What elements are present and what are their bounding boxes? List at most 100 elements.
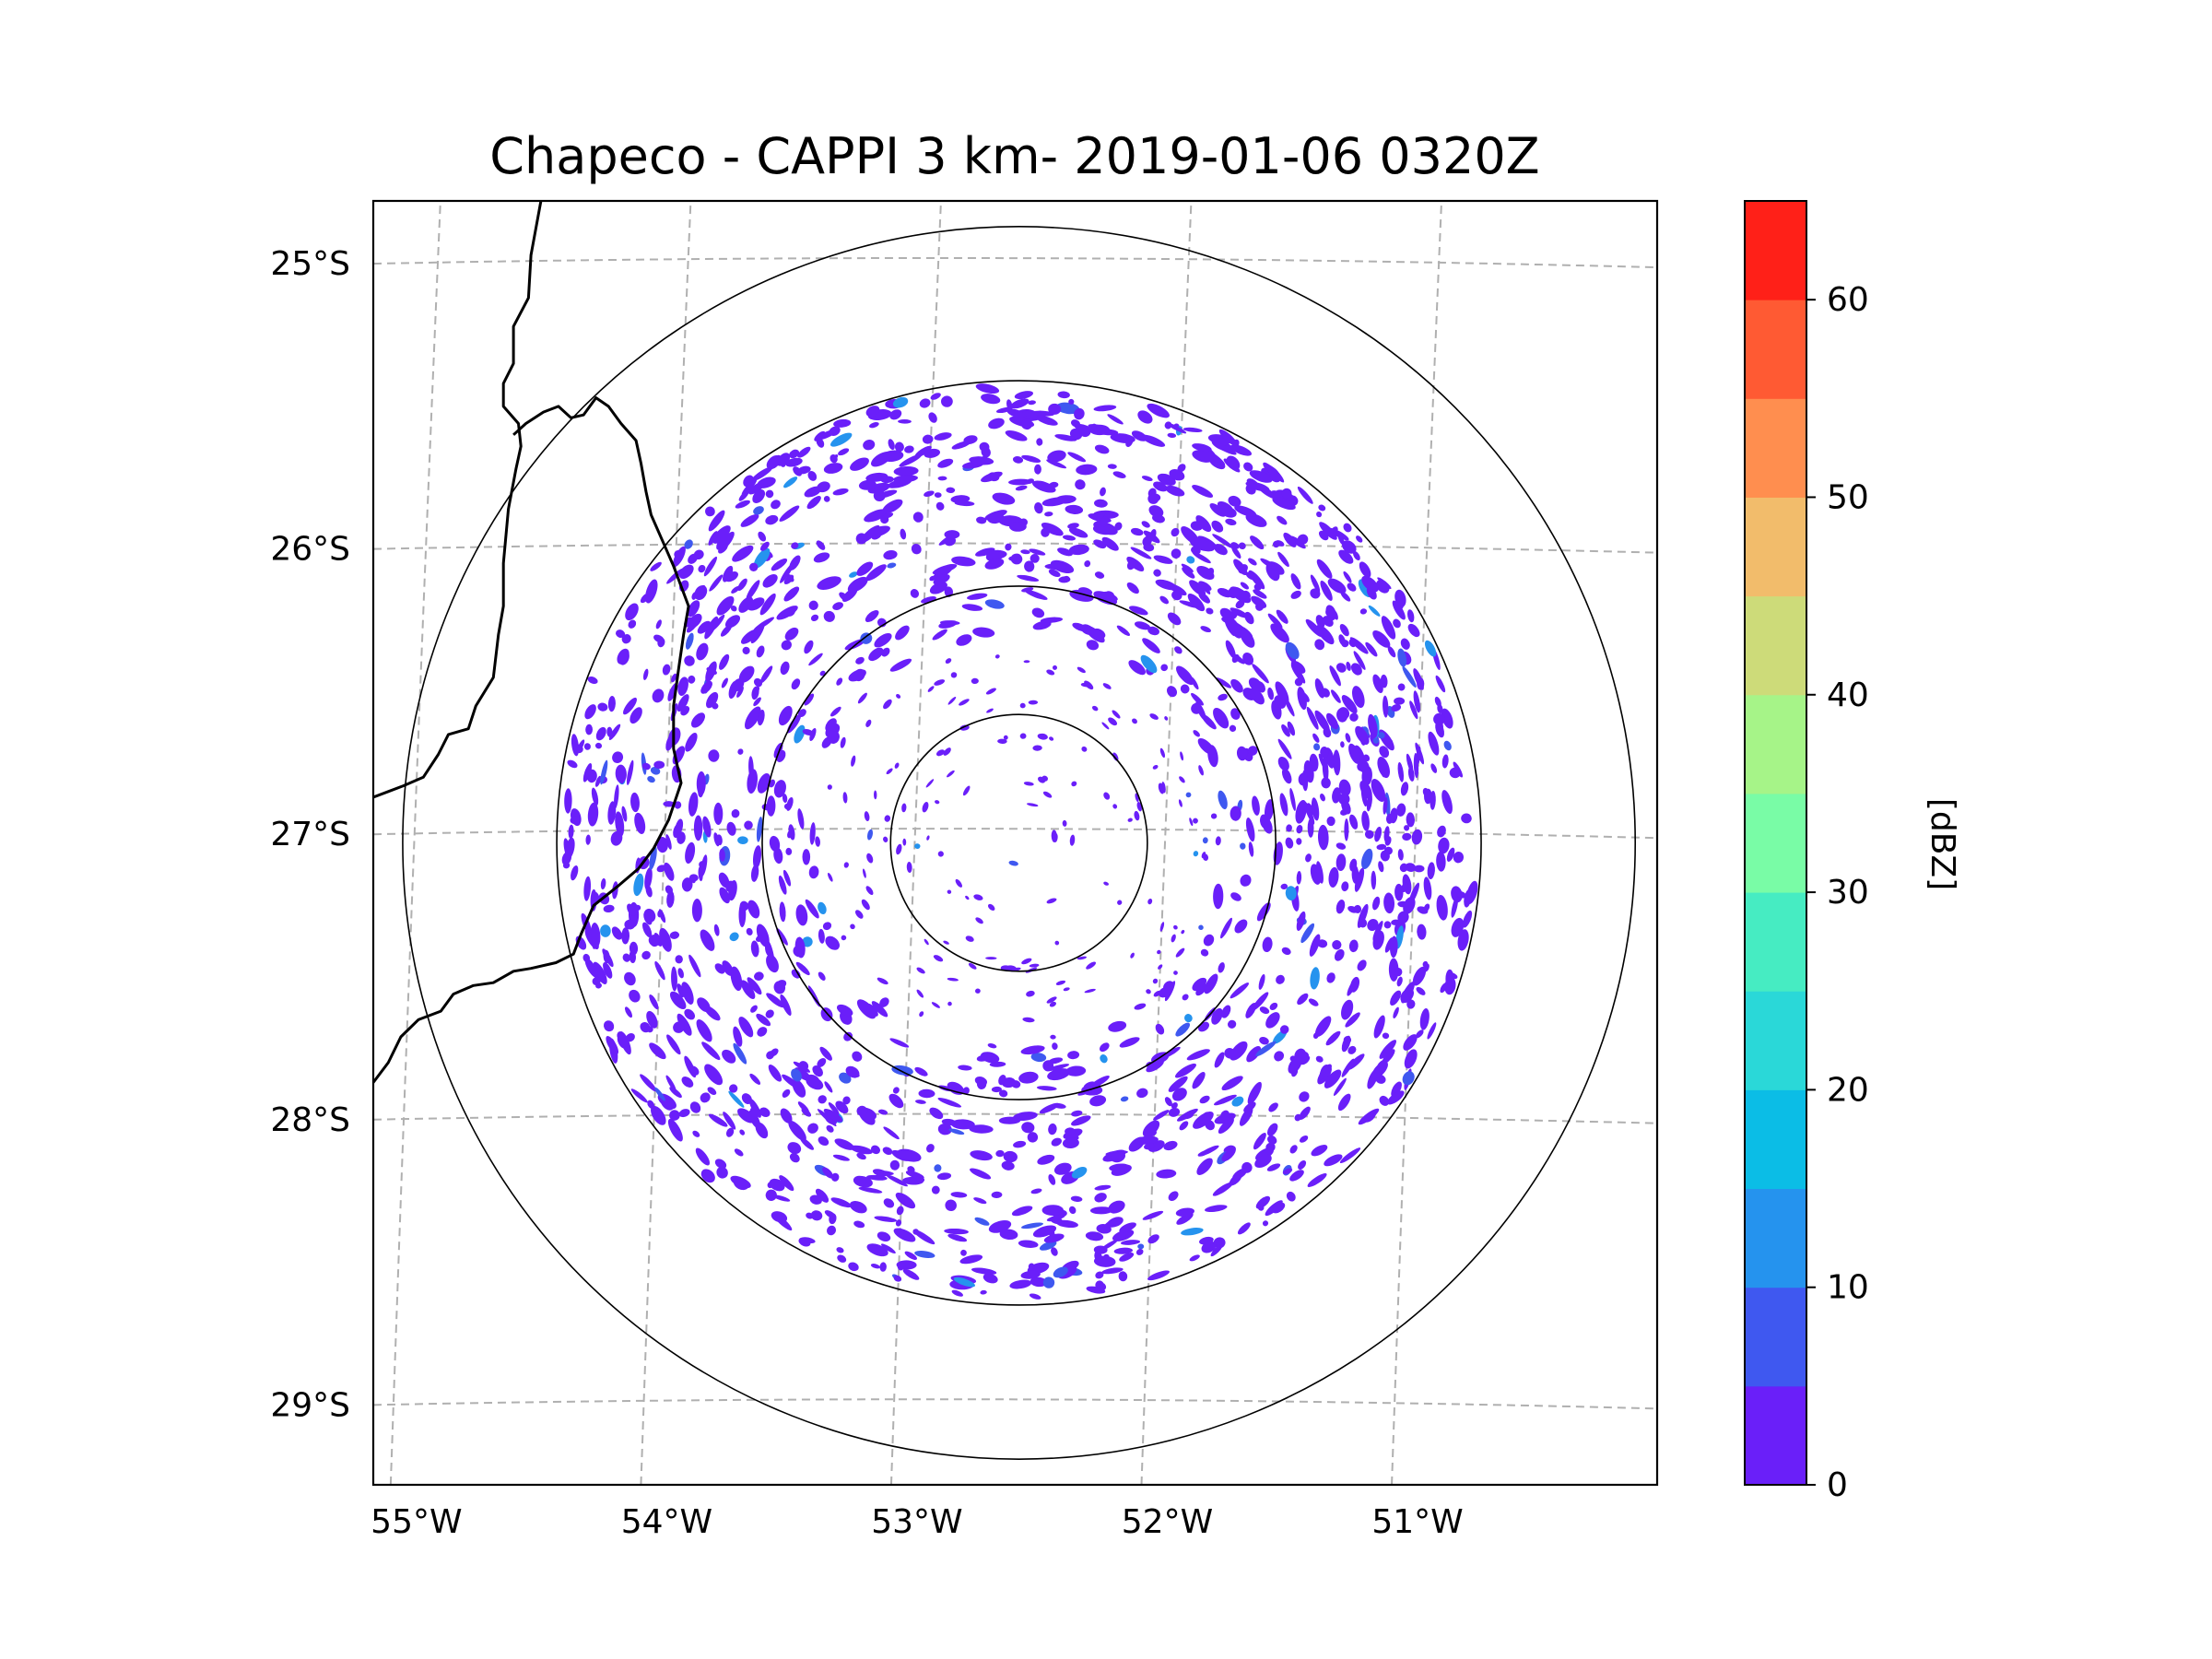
echo-cell xyxy=(1327,578,1347,594)
echo-cell xyxy=(703,556,717,577)
echo-cell xyxy=(1318,753,1329,773)
echo-cell xyxy=(851,755,856,767)
echo-cell xyxy=(736,686,744,698)
echo-cell xyxy=(688,1065,700,1077)
echo-cell xyxy=(1216,677,1232,688)
echo-cell xyxy=(1397,683,1406,691)
echo-cell xyxy=(912,1230,935,1245)
echo-cell xyxy=(1225,518,1237,526)
echo-cell xyxy=(756,816,763,842)
echo-cell xyxy=(938,620,958,629)
echo-cell xyxy=(1160,664,1169,672)
echo-cell xyxy=(1108,1020,1127,1032)
lon-tick-label: 52°W xyxy=(1122,1503,1213,1541)
echo-cell xyxy=(657,910,663,918)
echo-cell xyxy=(634,812,646,834)
colorbar-tick-label: 50 xyxy=(1827,478,1869,516)
echo-cell xyxy=(850,924,855,930)
echo-cell xyxy=(1397,911,1409,924)
colorbar-tick-label: 0 xyxy=(1827,1466,1848,1504)
echo-cell xyxy=(1453,852,1465,864)
echo-cell xyxy=(947,1001,952,1006)
echo-cell xyxy=(951,1289,963,1297)
echo-cell xyxy=(1041,527,1050,537)
echo-cell xyxy=(823,610,835,622)
echo-cell xyxy=(771,1211,788,1223)
echo-cell xyxy=(914,1250,935,1259)
echo-cell xyxy=(1005,543,1012,551)
echo-cell xyxy=(721,677,728,688)
colorbar-tick-label: 10 xyxy=(1827,1269,1869,1307)
echo-cell xyxy=(967,593,988,600)
echo-cell xyxy=(1050,1034,1056,1040)
echo-cell xyxy=(877,977,888,985)
echo-cell xyxy=(1349,712,1359,722)
echo-cell xyxy=(1195,515,1212,533)
echo-cell xyxy=(1320,580,1333,601)
echo-cell xyxy=(981,446,991,458)
echo-cell xyxy=(778,705,793,726)
echo-cell xyxy=(600,877,606,890)
echo-cell xyxy=(1130,952,1135,959)
echo-cell xyxy=(685,733,698,752)
echo-cell xyxy=(1042,791,1053,798)
echo-cell xyxy=(735,500,750,509)
echo-cell xyxy=(836,1004,853,1017)
echo-cell xyxy=(1142,1120,1160,1137)
echo-cell xyxy=(1342,540,1357,554)
echo-cell xyxy=(1461,813,1472,824)
echo-cell xyxy=(934,432,952,441)
echo-cell xyxy=(1282,1168,1293,1175)
echo-cell xyxy=(1285,641,1300,660)
echo-cell xyxy=(933,955,944,962)
echo-cell xyxy=(1335,853,1347,871)
echo-cell xyxy=(1321,777,1331,789)
echo-cell xyxy=(650,767,661,775)
echo-cell xyxy=(1331,689,1341,703)
echo-cell xyxy=(854,910,864,919)
echo-cell xyxy=(1181,563,1194,572)
echo-cell xyxy=(649,846,657,870)
echo-cell xyxy=(853,1220,865,1229)
echo-cell xyxy=(1149,713,1159,720)
echo-cell xyxy=(781,640,792,651)
echo-cell xyxy=(1103,792,1111,800)
echo-cell xyxy=(1411,829,1423,845)
echo-cell xyxy=(1367,919,1379,931)
colorbar: 0 10 20 30 40 50 60 xyxy=(1744,200,1869,1504)
echo-cell xyxy=(744,706,761,730)
echo-cell xyxy=(751,686,759,700)
echo-cell xyxy=(1220,1110,1230,1121)
echo-cell xyxy=(780,661,790,676)
echo-cell xyxy=(1253,589,1267,599)
echo-cell xyxy=(980,1289,987,1295)
echo-cell xyxy=(1179,1121,1189,1131)
echo-cell xyxy=(1021,454,1041,463)
echo-cell xyxy=(1218,962,1225,973)
echo-cell xyxy=(1168,1076,1188,1092)
echo-cell xyxy=(931,1185,940,1194)
echo-cell xyxy=(987,512,1005,524)
echo-cell xyxy=(1053,1266,1068,1278)
echo-cell xyxy=(1047,450,1066,463)
echo-cell xyxy=(1030,1277,1048,1288)
echo-cell xyxy=(1055,980,1066,985)
echo-cell xyxy=(1249,470,1273,483)
echo-cell xyxy=(606,1036,619,1054)
echo-cell xyxy=(1378,861,1384,873)
echo-cell xyxy=(1197,737,1215,756)
echo-cell xyxy=(1199,1095,1210,1104)
echo-cell xyxy=(802,936,813,947)
echo-cell xyxy=(945,658,952,665)
echo-cell xyxy=(874,632,892,648)
colorbar-segment xyxy=(1745,1385,1806,1486)
echo-cell xyxy=(1316,512,1323,518)
echo-cell xyxy=(807,1123,818,1134)
echo-cell xyxy=(641,762,651,771)
echo-cell xyxy=(843,862,849,868)
echo-cell xyxy=(1297,993,1309,1006)
echo-cell xyxy=(832,488,849,496)
echo-cell xyxy=(1218,1117,1234,1135)
echo-cell xyxy=(980,1052,1000,1064)
echo-cell xyxy=(1034,501,1043,514)
